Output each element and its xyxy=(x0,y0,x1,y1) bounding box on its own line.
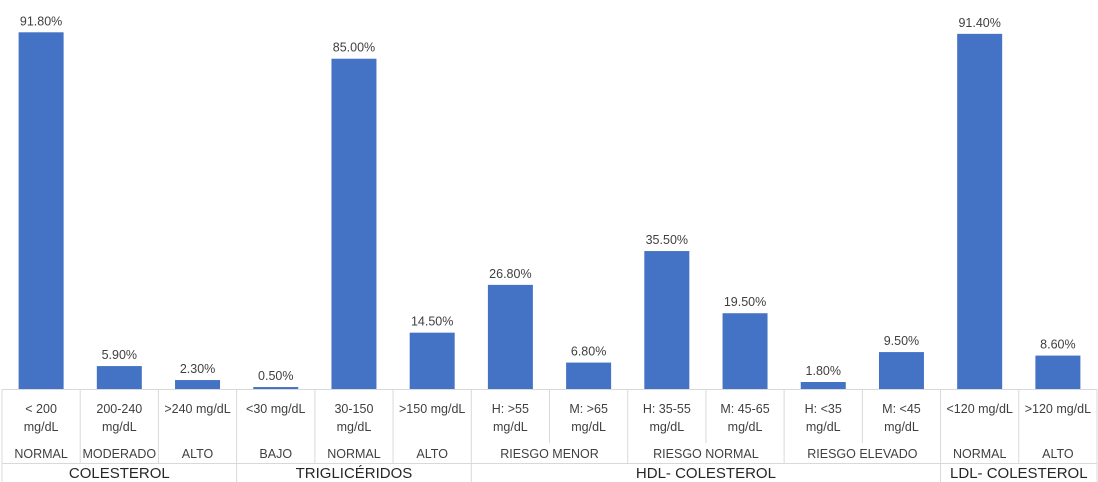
bar-11 xyxy=(878,352,924,389)
data-label-3: 0.50% xyxy=(258,369,293,383)
data-label-13: 8.60% xyxy=(1040,338,1075,352)
data-labels-layer: 91.80% 5.90% 2.30% 0.50% 85.00% 14.50% 26.80% 6… xyxy=(20,14,1076,383)
category-axis xyxy=(1,389,1098,482)
subcategory-label-2: ALTO xyxy=(182,447,214,461)
subcategory-label-9: NORMAL xyxy=(953,447,1007,461)
category-label-3-line-0: <30 mg/dL xyxy=(246,402,305,416)
group-label-1: TRIGLICÉRIDOS xyxy=(296,465,413,482)
category-label-8-line-0: H: 35-55 xyxy=(643,402,691,416)
data-label-6: 26.80% xyxy=(489,267,531,281)
category-label-6-line-1: mg/dL xyxy=(493,420,528,434)
data-label-2: 2.30% xyxy=(180,362,215,376)
bar-5 xyxy=(409,332,455,389)
category-label-1-line-0: 200-240 xyxy=(96,402,142,416)
category-label-6-line-0: H: >55 xyxy=(492,402,529,416)
bar-2 xyxy=(175,380,221,389)
data-label-4: 85.00% xyxy=(333,41,375,55)
subcategory-label-0: NORMAL xyxy=(14,447,68,461)
category-label-1-line-1: mg/dL xyxy=(102,420,137,434)
subcategory-label-7: RIESGO NORMAL xyxy=(653,447,759,461)
bar-12 xyxy=(957,33,1003,389)
category-label-11-line-0: M: <45 xyxy=(882,402,921,416)
category-label-9-line-1: mg/dL xyxy=(728,420,763,434)
category-labels-layer: < 200 mg/dL 200-240 mg/dL >240 mg/dL <30 mg/d… xyxy=(24,402,1091,434)
data-label-11: 9.50% xyxy=(884,334,919,348)
category-label-11-line-1: mg/dL xyxy=(884,420,919,434)
category-label-8-line-1: mg/dL xyxy=(649,420,684,434)
subcategory-label-8: RIESGO ELEVADO xyxy=(807,447,917,461)
subcategory-label-3: BAJO xyxy=(259,447,292,461)
bar-9 xyxy=(722,313,768,389)
bar-0 xyxy=(18,32,64,390)
subcategory-labels-layer: NORMAL MODERADO ALTO BAJO NORMAL ALTO RIESGO M… xyxy=(14,447,1074,461)
group-label-3: LDL- COLESTEROL xyxy=(950,465,1088,482)
subcategory-label-1: MODERADO xyxy=(83,447,157,461)
bar-7 xyxy=(566,362,612,389)
category-label-12-line-0: <120 mg/dL xyxy=(946,402,1012,416)
category-label-10-line-0: H: <35 xyxy=(805,402,842,416)
category-label-10-line-1: mg/dL xyxy=(806,420,841,434)
subcategory-label-6: RIESGO MENOR xyxy=(500,447,599,461)
subcategory-label-10: ALTO xyxy=(1042,447,1074,461)
bars-layer xyxy=(18,32,1081,390)
group-labels-layer: COLESTEROL TRIGLICÉRIDOS HDL- COLESTEROL LD… xyxy=(69,465,1088,482)
category-label-0-line-1: mg/dL xyxy=(24,420,59,434)
bar-3 xyxy=(253,387,299,389)
bar-1 xyxy=(96,366,142,389)
category-label-7-line-1: mg/dL xyxy=(571,420,606,434)
bar-13 xyxy=(1035,355,1081,389)
category-label-4-line-0: 30-150 xyxy=(334,402,373,416)
category-label-13-line-0: >120 mg/dL xyxy=(1025,402,1091,416)
bar-10 xyxy=(800,382,846,389)
subcategory-label-5: ALTO xyxy=(416,447,448,461)
data-label-8: 35.50% xyxy=(646,233,688,247)
category-label-7-line-0: M: >65 xyxy=(569,402,608,416)
category-label-2-line-0: >240 mg/dL xyxy=(164,402,230,416)
bar-8 xyxy=(644,251,690,389)
category-label-4-line-1: mg/dL xyxy=(337,420,372,434)
bar-4 xyxy=(331,58,377,389)
data-label-10: 1.80% xyxy=(806,364,841,378)
data-label-7: 6.80% xyxy=(571,345,606,359)
category-label-9-line-0: M: 45-65 xyxy=(720,402,769,416)
data-label-5: 14.50% xyxy=(411,315,453,329)
data-label-12: 91.40% xyxy=(958,16,1000,30)
category-label-5-line-0: >150 mg/dL xyxy=(399,402,465,416)
data-label-1: 5.90% xyxy=(102,348,137,362)
subcategory-label-4: NORMAL xyxy=(327,447,381,461)
group-label-2: HDL- COLESTEROL xyxy=(636,465,776,482)
data-label-9: 19.50% xyxy=(724,295,766,309)
category-label-0-line-0: < 200 xyxy=(25,402,57,416)
group-label-0: COLESTEROL xyxy=(69,465,170,482)
bar-6 xyxy=(487,284,533,389)
data-label-0: 91.80% xyxy=(20,14,62,28)
